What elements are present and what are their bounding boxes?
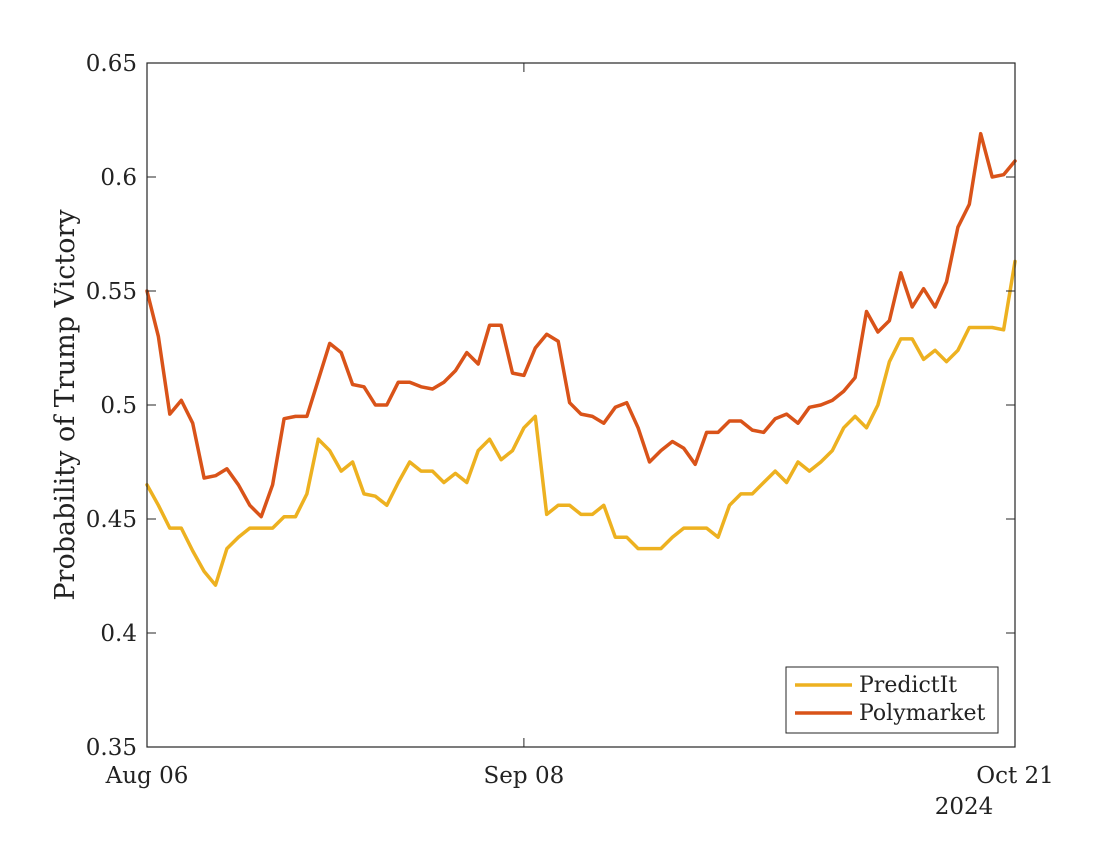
y-tick-label: 0.4 — [100, 621, 137, 647]
legend-label-predictit: PredictIt — [859, 673, 957, 698]
y-tick-label: 0.6 — [100, 165, 137, 191]
x-tick-label: Sep 08 — [484, 763, 565, 789]
y-axis: 0.35 0.4 0.45 0.5 0.55 0.6 0.65 — [86, 51, 1015, 761]
y-tick-label: 0.45 — [86, 507, 137, 533]
series-layer — [145, 131, 1017, 587]
legend-box — [785, 666, 999, 734]
plot-frame — [146, 62, 1016, 748]
x-axis: Aug 06 Sep 08 Oct 21 — [105, 63, 1054, 789]
y-tick-label: 0.65 — [86, 51, 137, 77]
x-tick-label: Oct 21 — [976, 763, 1054, 789]
x-tick-label: Aug 06 — [105, 763, 189, 789]
x-axis-year-label: 2024 — [935, 794, 994, 820]
series-line-predictit — [145, 259, 1017, 587]
series-line-polymarket — [145, 131, 1017, 519]
legend-label-polymarket: Polymarket — [859, 701, 985, 726]
y-axis-label: Probability of Trump Victory — [50, 209, 81, 601]
y-tick-label: 0.5 — [100, 393, 137, 419]
legend: PredictIt Polymarket — [785, 666, 999, 734]
y-tick-label: 0.35 — [86, 735, 137, 761]
y-tick-label: 0.55 — [86, 279, 137, 305]
